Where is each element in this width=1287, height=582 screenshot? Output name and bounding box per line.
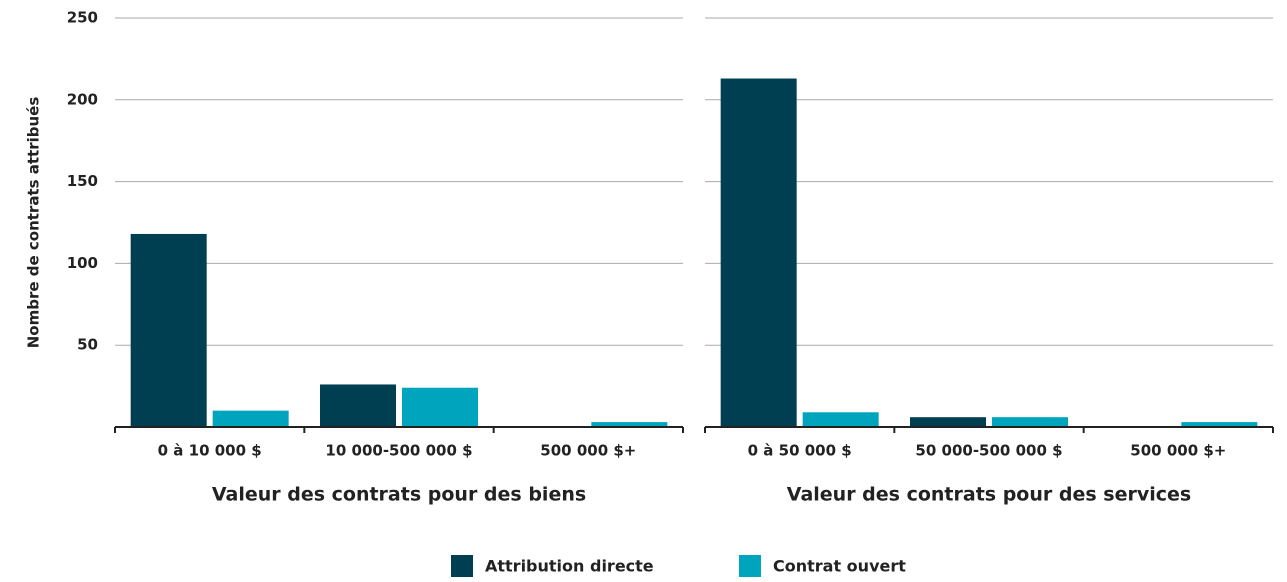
bar: [130, 233, 207, 427]
bar: [1181, 422, 1258, 427]
y-tick-label: 200: [67, 90, 98, 108]
x-tick-label: 50 000-500 000 $: [915, 442, 1062, 460]
x-tick-label: 10 000-500 000 $: [325, 442, 472, 460]
legend-label: Attribution directe: [485, 557, 654, 576]
bar: [910, 417, 986, 427]
legend-swatch: [451, 555, 473, 577]
x-tick-label: 0 à 50 000 $: [748, 442, 852, 460]
bar: [591, 422, 668, 427]
x-tick-label: 500 000 $+: [1130, 442, 1226, 460]
y-tick-label: 250: [67, 9, 98, 27]
x-axis-label: Valeur des contrats pour des services: [787, 484, 1191, 506]
bar: [402, 387, 478, 427]
y-tick-label: 50: [77, 336, 98, 354]
legend-label: Contrat ouvert: [773, 557, 906, 576]
bar: [320, 384, 396, 427]
bar: [992, 417, 1068, 427]
legend-swatch: [739, 555, 761, 577]
y-tick-label: 150: [67, 172, 98, 190]
bar: [802, 412, 879, 427]
x-axis-label: Valeur des contrats pour des biens: [212, 484, 586, 506]
x-tick-label: 500 000 $+: [540, 442, 636, 460]
bar: [212, 410, 289, 427]
y-tick-label: 100: [67, 254, 98, 272]
y-axis-label: Nombre de contrats attribués: [25, 97, 43, 349]
x-tick-label: 0 à 10 000 $: [158, 442, 262, 460]
bar: [720, 78, 797, 428]
